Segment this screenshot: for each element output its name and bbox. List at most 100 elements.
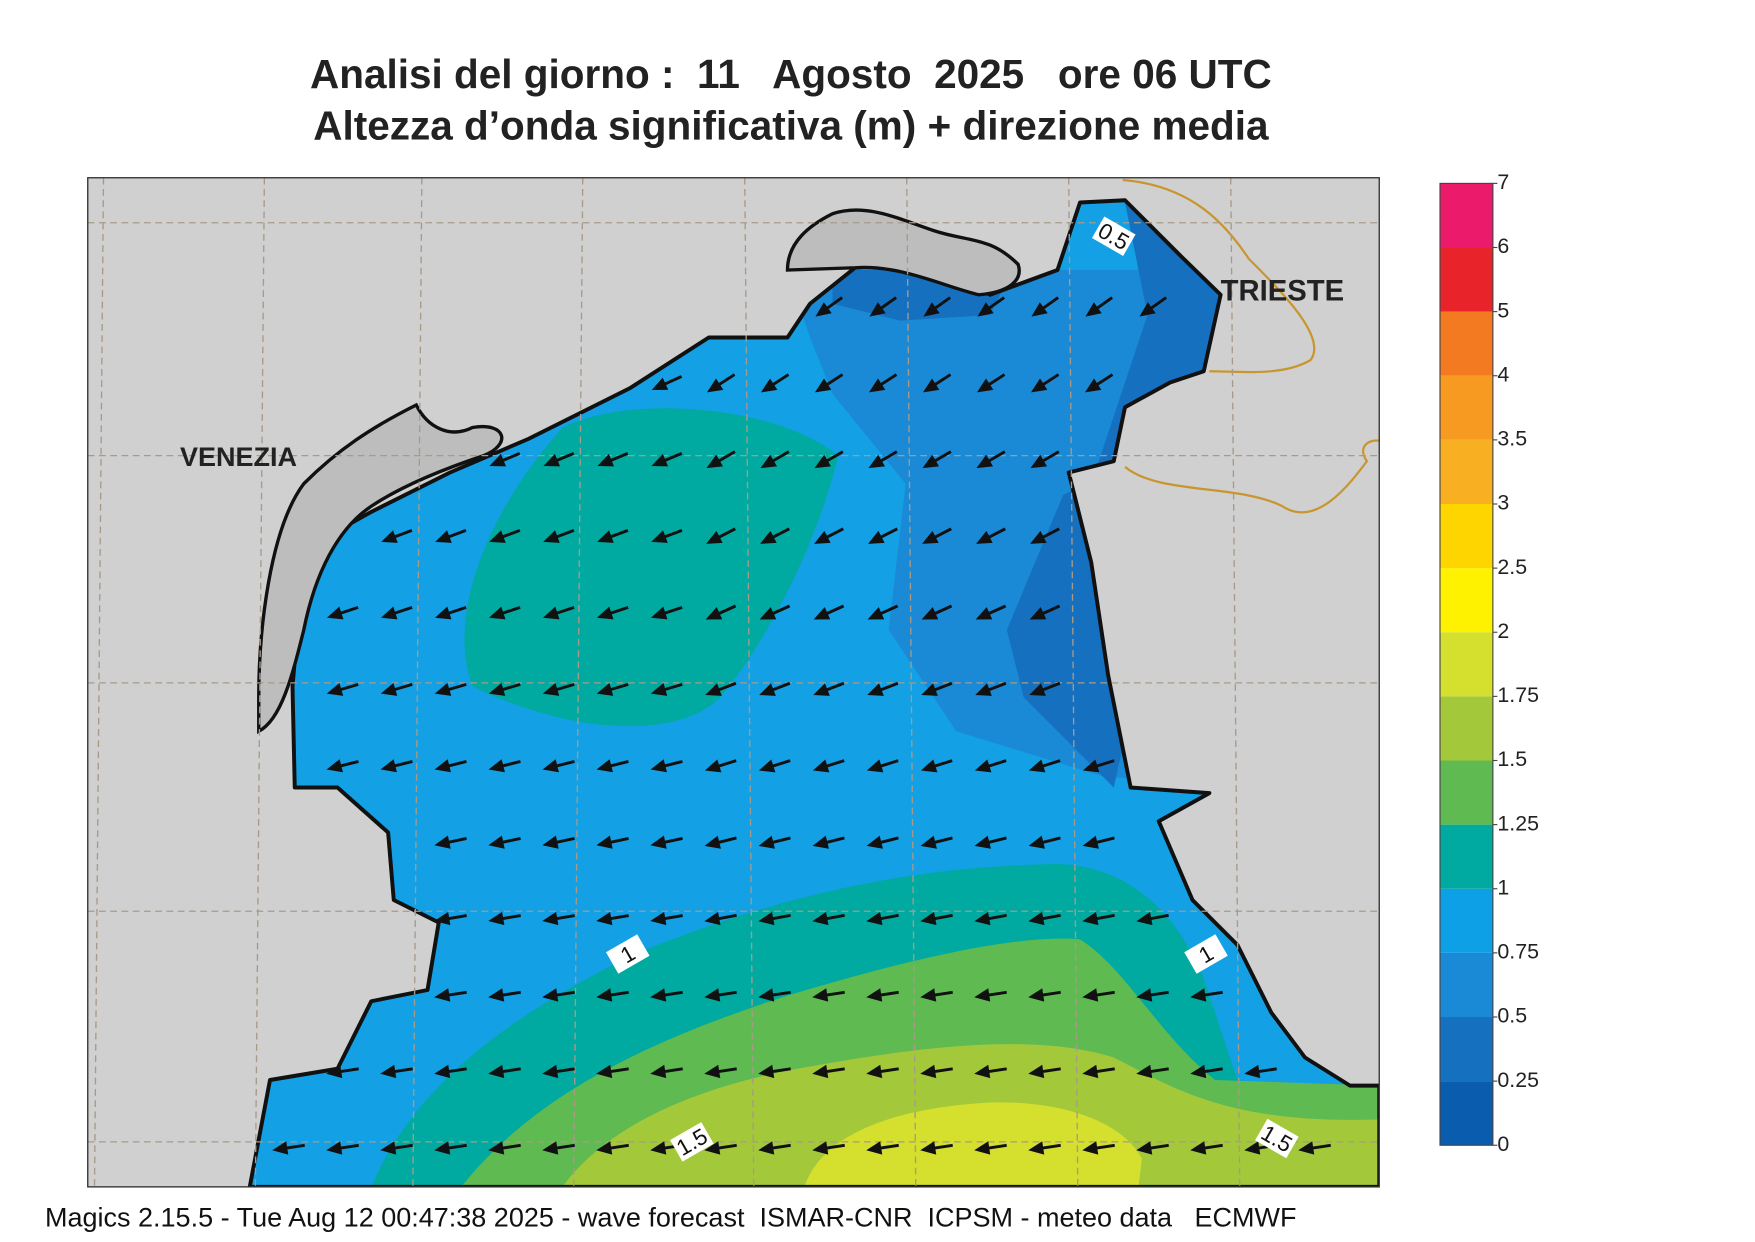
colorbar-label: 3	[1497, 491, 1509, 515]
wave-arrow	[705, 604, 737, 620]
wave-arrow	[1028, 1141, 1061, 1155]
wave-arrow	[759, 604, 791, 620]
wave-arrow	[814, 527, 844, 544]
wave-arrow	[651, 529, 683, 543]
map-frame	[87, 177, 1380, 1188]
colorbar-frame	[1439, 182, 1494, 1146]
title-line-1: Analisi del giorno : 11 Agosto 2025 ore …	[310, 51, 1272, 97]
contour-label-box	[1255, 1118, 1299, 1159]
wave-arrow	[434, 759, 467, 773]
colorbar-label: 0.25	[1497, 1068, 1539, 1092]
field-1-125	[464, 408, 839, 727]
wave-arrow	[488, 1141, 521, 1155]
wave-arrow	[488, 682, 521, 696]
wave-arrow	[920, 835, 953, 849]
wave-arrow	[272, 1141, 305, 1155]
wave-arrow	[758, 835, 791, 849]
wave-arrow	[1136, 911, 1169, 926]
wave-arrow	[650, 1064, 683, 1079]
wave-arrow	[380, 1141, 413, 1155]
colorbar-band	[1440, 1017, 1493, 1082]
wave-arrow	[704, 835, 737, 849]
colorbar-label: 1.5	[1497, 747, 1527, 771]
colorbar: 0 0.25 0.5 0.75 1 1.25 1.5 1.75 2 2.5 3 3.5 4 5 6 7	[1439, 170, 1539, 1156]
contour-label: 1	[1184, 934, 1228, 974]
wave-arrow	[920, 1141, 953, 1155]
field-175-2	[804, 1102, 1142, 1187]
wave-arrow	[434, 835, 467, 849]
wave-arrow	[650, 835, 683, 849]
wave-arrow	[758, 1141, 791, 1155]
colorbar-band	[1440, 375, 1493, 440]
colorbar-label: 1	[1497, 875, 1509, 899]
wave-arrow	[1082, 911, 1115, 926]
wave-arrow	[974, 835, 1007, 849]
wave-arrow	[434, 1064, 467, 1079]
wave-arrow	[813, 681, 845, 696]
wave-arrow	[1190, 1064, 1223, 1079]
wave-arrow	[920, 1064, 953, 1079]
wave-arrow	[489, 452, 521, 467]
wave-arrow	[1028, 759, 1061, 773]
place-label: VENEZIA	[180, 442, 297, 472]
wave-arrow	[921, 681, 953, 696]
wave-arrow	[975, 681, 1007, 696]
wave-arrow	[867, 681, 899, 696]
wave-arrow	[704, 759, 737, 773]
wave-arrow	[868, 373, 898, 393]
wave-arrow	[489, 529, 521, 543]
wave-arrow	[380, 605, 413, 620]
wave-arrow	[542, 605, 575, 620]
wave-arrow	[921, 604, 953, 620]
wave-arrow	[920, 759, 953, 773]
wave-arrow	[758, 1064, 791, 1079]
wave-arrow	[974, 759, 1007, 773]
colorbar-label: 7	[1497, 170, 1509, 194]
wave-arrow	[977, 296, 1006, 317]
wave-arrow	[1298, 1141, 1331, 1155]
contour-label-box	[605, 934, 650, 974]
wave-arrow	[435, 529, 467, 543]
wave-arrow	[1082, 988, 1115, 1002]
wave-arrow	[650, 988, 683, 1002]
wave-arrow	[813, 604, 845, 620]
colorbar-band	[1440, 760, 1493, 825]
wave-arrow	[866, 1064, 899, 1079]
wave-arrow	[326, 682, 359, 696]
wave-arrow	[434, 682, 467, 696]
wave-arrow	[596, 835, 629, 849]
wave-arrow	[1190, 988, 1223, 1002]
wave-arrow	[650, 682, 683, 696]
wave-arrow	[920, 988, 953, 1002]
wave-arrow	[706, 527, 736, 544]
wave-arrow	[759, 681, 791, 696]
wave-arrow	[542, 1064, 575, 1079]
wave-arrow	[380, 1064, 413, 1079]
wave-arrow	[596, 988, 629, 1002]
wave-arrow	[815, 296, 844, 317]
wave-arrow	[976, 527, 1006, 544]
wave-arrow	[543, 452, 575, 467]
wave-arrow	[922, 527, 952, 544]
wave-arrow	[1030, 450, 1060, 469]
colorbar-label: 5	[1497, 298, 1509, 322]
wave-arrow	[651, 452, 683, 467]
wave-arrow	[650, 605, 683, 620]
wave-arrow	[1139, 296, 1168, 317]
wave-arrow	[651, 375, 683, 391]
colorbar-band	[1440, 1081, 1493, 1146]
colorbar-label: 2	[1497, 619, 1509, 643]
colorbar-label: 6	[1497, 234, 1509, 258]
wave-arrow	[704, 911, 737, 926]
footer: Magics 2.15.5 - Tue Aug 12 00:47:38 2025…	[45, 1202, 1297, 1232]
wave-arrow	[974, 988, 1007, 1002]
wave-arrow	[596, 1141, 629, 1155]
wave-arrow	[543, 529, 575, 543]
wave-arrow	[488, 835, 521, 849]
wave-arrow	[1029, 681, 1061, 696]
wave-arrow	[488, 759, 521, 773]
wave-arrow	[381, 529, 413, 543]
wave-arrow	[920, 911, 953, 926]
wave-arrow	[976, 373, 1006, 393]
